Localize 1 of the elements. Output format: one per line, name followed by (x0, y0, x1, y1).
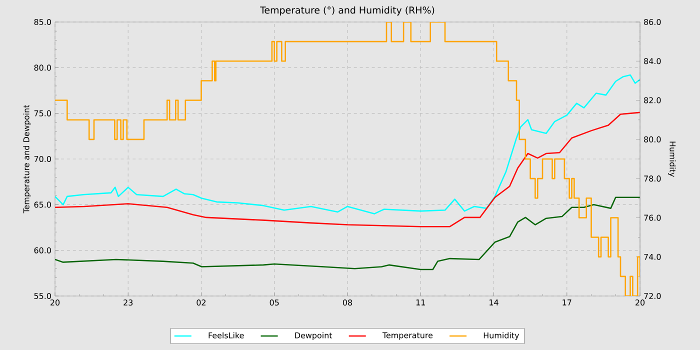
chart-title: Temperature (°) and Humidity (RH%) (260, 6, 434, 16)
